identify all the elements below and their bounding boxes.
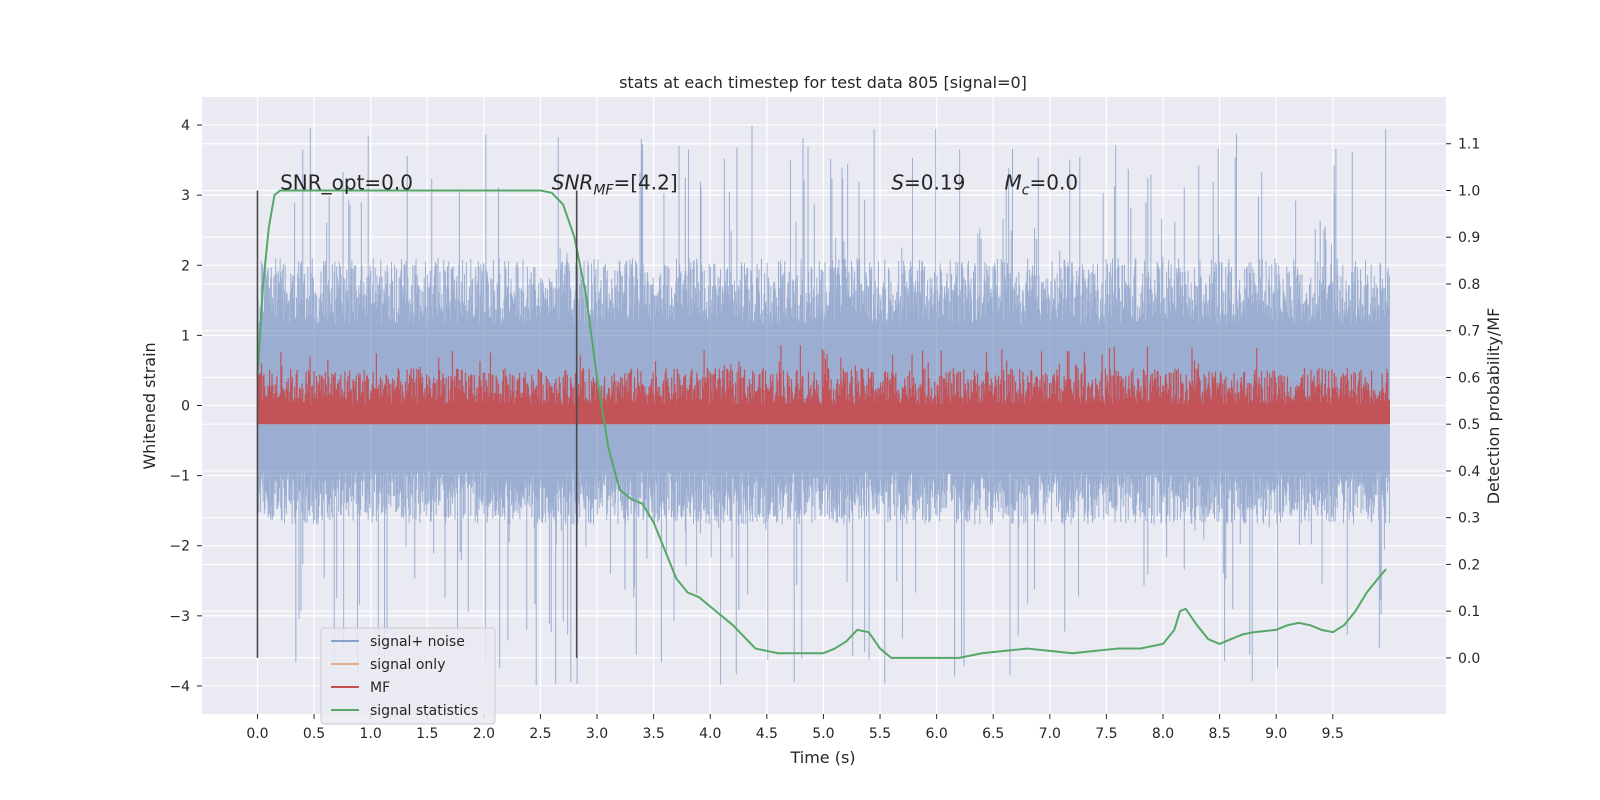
x-tick-label: 3.5	[643, 726, 665, 742]
left-y-axis-label: Whitened strain	[140, 342, 159, 469]
annotation-base: SNR	[552, 170, 594, 194]
left-y-tick-label: 1	[181, 328, 190, 344]
right-y-tick-label: 0.7	[1458, 324, 1480, 340]
left-y-tick-label: −2	[169, 539, 190, 555]
x-tick-label: 2.5	[529, 726, 551, 742]
left-y-tick-label: 4	[181, 118, 190, 134]
right-y-axis-label: Detection probability/MF	[1484, 308, 1503, 505]
x-tick-label: 7.5	[1095, 726, 1117, 742]
left-y-tick-label: −1	[169, 469, 190, 485]
legend-label: signal only	[370, 657, 445, 673]
x-tick-label: 6.5	[982, 726, 1004, 742]
right-y-tick-label: 0.0	[1458, 651, 1480, 667]
legend-box	[320, 627, 496, 725]
annotation-value: =0.19	[904, 170, 965, 194]
x-tick-label: 1.5	[416, 726, 438, 742]
left-y-tick-label: 3	[181, 188, 190, 204]
annotations: SNR_opt=0.0 SNRMF=[4.2] S=0.19 Mc=0.0	[280, 170, 1078, 198]
right-y-tick-label: 0.3	[1458, 511, 1480, 527]
x-tick-label: 7.0	[1039, 726, 1061, 742]
legend-label: MF	[370, 680, 390, 696]
annotation-subscript: MF	[593, 182, 614, 198]
x-ticks: 0.0 0.5 1.0 1.5 2.0 2.5 3.0 3.5 4.0 4.5 5.0 5.5 6.0 6…	[246, 714, 1344, 742]
x-tick-label: 2.0	[473, 726, 495, 742]
x-tick-label: 8.0	[1152, 726, 1174, 742]
series-signal-statistics	[256, 189, 1387, 659]
vertical-markers	[256, 190, 578, 658]
right-y-tick-label: 1.1	[1458, 137, 1480, 153]
x-tick-label: 5.5	[869, 726, 891, 742]
right-y-tick-label: 0.2	[1458, 557, 1480, 573]
x-axis-label: Time (s)	[789, 748, 855, 767]
annotation: SNRMF=[4.2]	[552, 170, 678, 198]
left-y-tick-label: −4	[169, 679, 190, 695]
chart-title: stats at each timestep for test data 805…	[619, 73, 1027, 92]
left-y-tick-label: 2	[181, 258, 190, 274]
legend-label: signal+ noise	[370, 634, 465, 650]
x-tick-label: 3.0	[586, 726, 608, 742]
x-tick-label: 4.5	[756, 726, 778, 742]
right-y-ticks: 0.0 0.1 0.2 0.3 0.4 0.5 0.6 0.7 0.8 0.9 1.0 1.1	[1446, 137, 1480, 667]
x-tick-label: 5.0	[812, 726, 834, 742]
right-y-tick-label: 0.4	[1458, 464, 1480, 480]
annotation-subscript: c	[1022, 182, 1030, 198]
legend-label: signal statistics	[370, 703, 478, 719]
right-y-tick-label: 0.6	[1458, 370, 1480, 386]
x-tick-label: 0.0	[246, 726, 268, 742]
annotation: SNR_opt=0.0	[280, 170, 413, 194]
x-tick-label: 1.0	[360, 726, 382, 742]
annotation: Mc=0.0	[1005, 170, 1079, 198]
x-tick-label: 9.5	[1322, 726, 1344, 742]
x-tick-label: 8.5	[1208, 726, 1230, 742]
left-y-ticks: −4 −3 −2 −1 0 1 2 3 4	[169, 118, 202, 695]
annotation-value: =[4.2]	[613, 170, 677, 194]
x-tick-label: 4.0	[699, 726, 721, 742]
series-layer	[256, 125, 1390, 686]
x-tick-label: 6.0	[925, 726, 947, 742]
x-tick-label: 0.5	[303, 726, 325, 742]
annotation-value: =0.0	[1030, 170, 1079, 194]
annotation-base: S	[891, 170, 904, 194]
right-y-tick-label: 0.8	[1458, 277, 1480, 293]
right-y-tick-label: 1.0	[1458, 183, 1480, 199]
right-y-tick-label: 0.5	[1458, 417, 1480, 433]
left-y-tick-label: −3	[169, 609, 190, 625]
left-y-tick-label: 0	[181, 399, 190, 415]
right-y-tick-label: 0.1	[1458, 604, 1480, 620]
annotation: S=0.19	[891, 170, 965, 194]
legend: signal+ noise signal only MF signal statist…	[320, 627, 496, 725]
annotation-base: M	[1005, 170, 1022, 194]
x-tick-label: 9.0	[1265, 726, 1287, 742]
right-y-tick-label: 0.9	[1458, 230, 1480, 246]
